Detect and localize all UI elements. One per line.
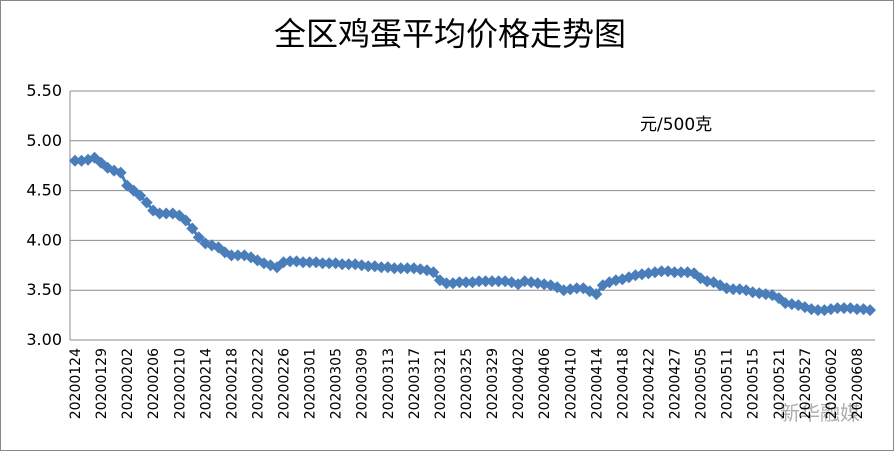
x-tick-label: 20200325	[459, 348, 475, 419]
marker	[192, 231, 205, 244]
marker	[864, 304, 877, 317]
marker	[388, 262, 401, 275]
y-tick-label: 4.50	[26, 181, 62, 200]
marker	[316, 257, 329, 270]
marker	[837, 302, 850, 315]
x-tick-label: 20200301	[303, 348, 319, 419]
x-tick-label: 20200505	[694, 348, 710, 419]
marker	[284, 255, 297, 268]
marker	[362, 260, 375, 273]
marker	[231, 249, 244, 262]
marker	[140, 196, 153, 209]
marker	[69, 154, 81, 167]
marker	[225, 249, 238, 262]
marker	[811, 304, 824, 317]
x-tick-label: 20200202	[120, 348, 136, 419]
marker	[336, 258, 349, 271]
marker	[727, 283, 740, 296]
x-tick-label: 20200218	[224, 348, 240, 419]
x-tick-label: 20200305	[329, 348, 345, 419]
y-tick-label: 5.50	[26, 81, 62, 100]
marker	[297, 256, 310, 269]
x-tick-label: 20200210	[172, 348, 188, 419]
marker	[303, 256, 316, 269]
annotation: 元/500克	[640, 115, 712, 135]
marker	[153, 207, 166, 220]
marker	[401, 262, 414, 275]
chart-title: 全区鸡蛋平均价格走势图	[274, 15, 626, 53]
x-tick-label: 20200313	[381, 348, 397, 419]
marker	[342, 258, 355, 271]
marker	[675, 266, 688, 279]
marker	[186, 222, 199, 235]
x-tick-label: 20200511	[720, 348, 736, 419]
watermark: 新华融媒	[780, 401, 860, 425]
marker	[590, 288, 603, 301]
marker	[134, 189, 147, 202]
x-tick-label: 20200402	[511, 348, 527, 419]
marker	[114, 166, 127, 179]
marker	[453, 276, 466, 289]
x-tick-label: 20200427	[668, 348, 684, 419]
marker	[668, 266, 681, 279]
x-tick-label: 20200406	[537, 348, 553, 419]
x-tick-label: 20200414	[589, 348, 605, 419]
x-tick-label: 20200418	[615, 348, 631, 419]
marker	[375, 261, 388, 274]
marker	[831, 302, 844, 315]
marker	[440, 277, 453, 290]
x-tick-label: 20200329	[485, 348, 501, 419]
x-tick-label: 20200602	[824, 348, 840, 419]
marker	[479, 275, 492, 288]
x-tick-label: 20200222	[250, 348, 266, 419]
x-tick-label: 20200317	[407, 348, 423, 419]
marker	[473, 275, 486, 288]
marker	[427, 266, 440, 279]
marker	[570, 282, 583, 295]
marker	[486, 275, 499, 288]
marker	[460, 276, 472, 289]
marker	[160, 207, 173, 220]
y-tick-label: 5.00	[26, 131, 62, 150]
x-tick-label: 20200521	[772, 348, 788, 419]
marker	[394, 262, 407, 275]
marker	[323, 257, 336, 270]
x-tick-label: 20200129	[94, 348, 110, 419]
x-tick-label: 20200410	[563, 348, 579, 419]
marker	[179, 214, 192, 227]
marker	[492, 275, 505, 288]
y-tick-label: 3.00	[26, 330, 62, 349]
x-tick-label: 20200124	[68, 348, 84, 419]
x-tick-label: 20200206	[146, 348, 162, 419]
x-tick-label: 20200422	[641, 348, 657, 419]
y-tick-label: 3.50	[26, 280, 62, 299]
x-tick-label: 20200309	[355, 348, 371, 419]
marker	[244, 251, 257, 264]
x-tick-label: 20200515	[746, 348, 762, 419]
marker	[655, 265, 668, 278]
x-tick-label: 20200226	[277, 348, 293, 419]
y-tick-label: 4.00	[26, 230, 62, 249]
x-tick-label: 20200527	[798, 348, 814, 419]
x-tick-label: 20200608	[850, 348, 866, 419]
x-tick-label: 20200321	[433, 348, 449, 419]
marker	[851, 303, 863, 316]
x-tick-label: 20200214	[198, 348, 214, 419]
